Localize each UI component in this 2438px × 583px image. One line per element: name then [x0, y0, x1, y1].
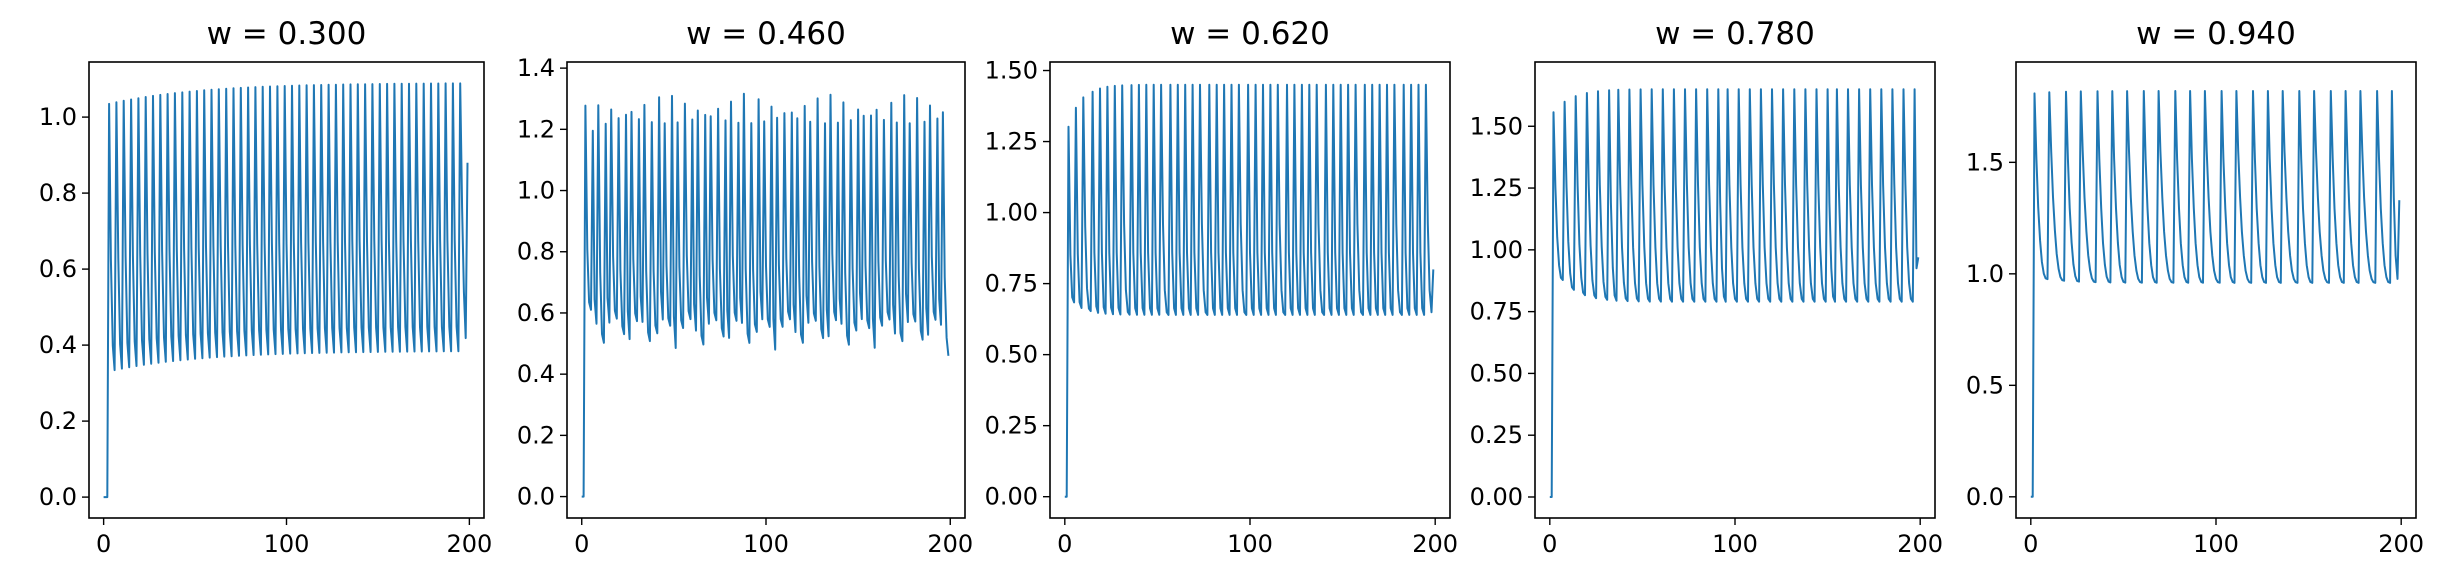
y-tick-label: 1.0	[39, 103, 77, 131]
y-tick-label: 0.0	[517, 483, 555, 511]
y-tick-label: 0.50	[1470, 359, 1523, 387]
y-tick-label: 0.4	[39, 331, 77, 359]
panel-title: w = 0.460	[686, 16, 846, 52]
panel-title: w = 0.940	[2136, 16, 2296, 52]
y-tick-label: 0.8	[517, 238, 555, 266]
chart-panel-5: w = 0.940 0 100 200 0.0 0.5 1.0 1.5	[1966, 16, 2424, 558]
y-tick-label: 0.2	[39, 407, 77, 435]
y-tick-label: 1.50	[1470, 112, 1523, 140]
y-tick-label: 1.00	[1470, 236, 1523, 264]
y-tick-label: 0.00	[985, 483, 1038, 511]
y-tick-label: 0.0	[39, 483, 77, 511]
x-tick-label: 0	[2023, 530, 2038, 558]
y-tick-label: 1.2	[517, 115, 555, 143]
y-tick-label: 1.0	[517, 177, 555, 205]
y-tick-label: 0.4	[517, 360, 555, 388]
axes-frame	[1534, 61, 1936, 519]
x-tick-label: 100	[264, 530, 310, 558]
y-tick-label: 1.25	[985, 128, 1038, 156]
x-tick-label: 0	[574, 530, 589, 558]
x-tick-label: 200	[1897, 530, 1943, 558]
series-line-1	[1064, 83, 1435, 498]
y-tick-label: 0.25	[985, 412, 1038, 440]
series-line-1	[1549, 88, 1920, 498]
x-tick-label: 0	[1542, 530, 1557, 558]
x-tick-label: 0	[96, 530, 111, 558]
axes-frame	[2015, 61, 2417, 519]
x-tick-label: 200	[1412, 530, 1458, 558]
y-tick-label: 0.75	[985, 270, 1038, 298]
chart-panel-3: w = 0.620 0 100 200 0.00 0.25 0.50 0.75 1.00 1.25…	[985, 16, 1459, 558]
y-tick-label: 0.50	[985, 341, 1038, 369]
y-tick-label: 0.25	[1470, 421, 1523, 449]
x-tick-label: 100	[743, 530, 789, 558]
series-line-1	[103, 82, 469, 499]
y-tick-label: 1.25	[1470, 174, 1523, 202]
y-tick-label: 0.2	[517, 421, 555, 449]
panel-title: w = 0.620	[1170, 16, 1330, 52]
chart-panel-2: w = 0.460 0 100 200 0.0 0.2 0.4 0.6 0.8 1.0 1.2 1.4	[517, 16, 973, 558]
x-tick-label: 200	[446, 530, 492, 558]
y-tick-label: 0.6	[39, 255, 77, 283]
chart-panel-1: w = 0.300 0 100 200 0.0 0.2 0.4 0.6 0.8 1.0	[39, 16, 492, 558]
x-tick-label: 0	[1057, 530, 1072, 558]
x-tick-label: 100	[2193, 530, 2239, 558]
x-tick-label: 200	[2378, 530, 2424, 558]
series-line-1	[2030, 90, 2401, 498]
y-tick-label: 1.00	[985, 199, 1038, 227]
y-tick-label: 0.0	[1966, 483, 2004, 511]
y-tick-label: 1.0	[1966, 260, 2004, 288]
series-line-1	[581, 92, 950, 498]
y-tick-label: 0.6	[517, 299, 555, 327]
panel-title: w = 0.300	[207, 16, 367, 52]
y-tick-label: 0.5	[1966, 371, 2004, 399]
y-tick-label: 1.50	[985, 57, 1038, 85]
x-tick-label: 100	[1712, 530, 1758, 558]
y-tick-label: 1.4	[517, 54, 555, 82]
y-tick-label: 0.00	[1470, 483, 1523, 511]
y-tick-label: 1.5	[1966, 148, 2004, 176]
y-tick-label: 0.8	[39, 179, 77, 207]
x-tick-label: 100	[1227, 530, 1273, 558]
panel-title: w = 0.780	[1655, 16, 1815, 52]
x-tick-label: 200	[927, 530, 973, 558]
y-tick-label: 0.75	[1470, 298, 1523, 326]
chart-panel-4: w = 0.780 0 100 200 0.00 0.25 0.50 0.75 1.00 1.25…	[1470, 16, 1944, 558]
